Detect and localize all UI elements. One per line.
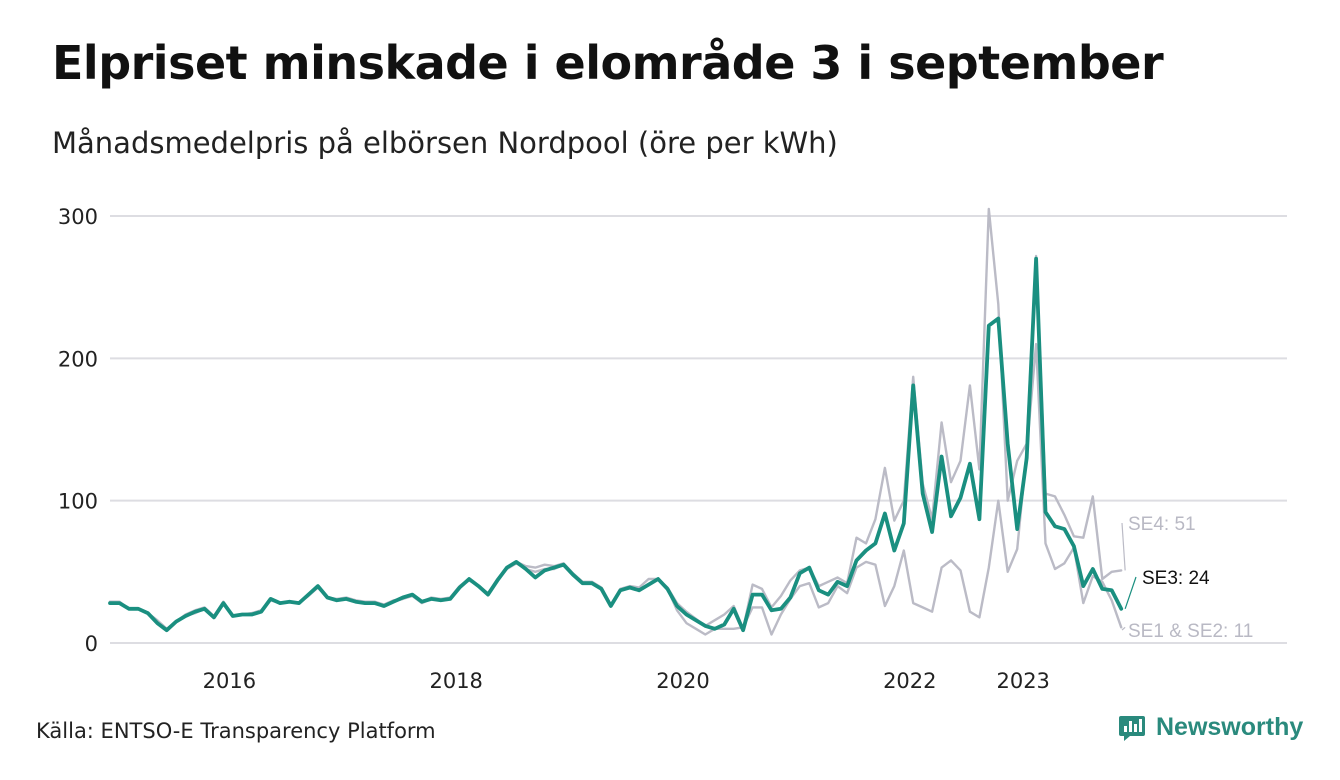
y-tick-label: 100 xyxy=(58,490,98,514)
y-tick-label: 200 xyxy=(58,347,98,371)
series-line-se4 xyxy=(108,207,1123,632)
end-labels: SE4: 51 SE3: 24 SE1 & SE2: 11 xyxy=(1121,514,1253,642)
x-tick-label: 2018 xyxy=(429,669,482,693)
x-axis: 2016 2018 2020 2022 2023 xyxy=(203,669,1050,693)
end-label-se3: SE3: 24 xyxy=(1142,568,1210,589)
gridlines xyxy=(110,215,1287,644)
brand-logo: Newsworthy xyxy=(1118,713,1303,742)
end-label-se4: SE4: 51 xyxy=(1128,514,1196,535)
end-label-leader xyxy=(1124,576,1137,610)
y-axis: 0 100 200 300 xyxy=(58,205,98,656)
end-label-se1-se2: SE1 & SE2: 11 xyxy=(1128,621,1253,642)
series-line-se3 xyxy=(108,256,1124,633)
chart-title: Elpriset minskade i elområde 3 i septemb… xyxy=(52,36,1164,90)
x-tick-label: 2023 xyxy=(996,669,1049,693)
series-lines xyxy=(108,207,1124,636)
x-tick-label: 2022 xyxy=(883,669,936,693)
x-tick-label: 2020 xyxy=(656,669,709,693)
newsworthy-logo-icon xyxy=(1119,715,1145,741)
chart-subtitle: Månadsmedelpris på elbörsen Nordpool (ör… xyxy=(52,126,838,160)
y-tick-label: 0 xyxy=(85,632,98,656)
x-tick-label: 2016 xyxy=(203,669,256,693)
source-note: Källa: ENTSO-E Transparency Platform xyxy=(36,719,436,743)
end-label-leader xyxy=(1121,522,1126,571)
brand-name: Newsworthy xyxy=(1156,713,1304,741)
y-tick-label: 300 xyxy=(58,205,98,229)
end-label-leader xyxy=(1121,626,1126,631)
